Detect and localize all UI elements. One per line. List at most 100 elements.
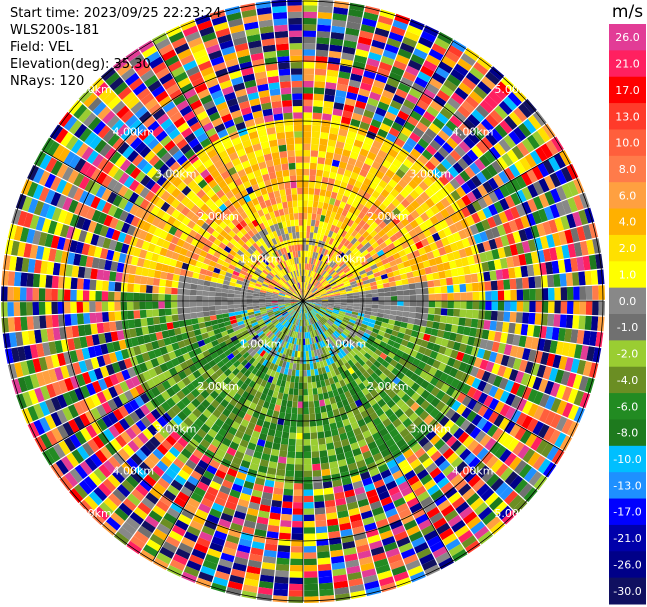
- velocity-gate: [303, 483, 313, 490]
- velocity-gate: [287, 444, 296, 452]
- velocity-gate: [347, 219, 355, 227]
- velocity-gate: [299, 363, 303, 371]
- velocity-gate: [385, 547, 400, 558]
- velocity-gate: [335, 89, 347, 98]
- velocity-gate: [477, 404, 489, 417]
- velocity-gate: [592, 301, 599, 316]
- velocity-gate: [426, 341, 435, 351]
- velocity-gate: [374, 245, 382, 253]
- velocity-gate: [350, 421, 360, 431]
- velocity-gate: [420, 165, 432, 176]
- velocity-gate: [127, 283, 134, 293]
- velocity-gate: [332, 205, 339, 213]
- velocity-gate: [482, 407, 494, 421]
- velocity-gate: [294, 470, 303, 478]
- velocity-gate: [321, 366, 327, 374]
- velocity-gate: [313, 226, 319, 234]
- velocity-gate: [403, 246, 413, 255]
- velocity-gate: [547, 274, 555, 288]
- velocity-gate: [567, 197, 578, 213]
- velocity-gate: [390, 247, 399, 255]
- velocity-gate: [475, 221, 485, 233]
- velocity-gate: [287, 394, 294, 402]
- velocity-gate: [411, 536, 426, 548]
- velocity-gate: [428, 307, 435, 315]
- velocity-gate: [346, 21, 361, 30]
- velocity-gate: [291, 533, 303, 541]
- velocity-gate: [533, 405, 545, 421]
- velocity-gate: [360, 471, 371, 481]
- velocity-gate: [308, 302, 315, 306]
- velocity-gate: [520, 372, 531, 386]
- velocity-gate: [417, 247, 427, 256]
- velocity-gate: [412, 174, 423, 185]
- velocity-gate: [403, 306, 410, 312]
- velocity-gate: [409, 301, 417, 307]
- velocity-gate: [400, 126, 412, 138]
- velocity-gate: [385, 438, 396, 448]
- velocity-gate: [365, 297, 373, 301]
- velocity-gate: [474, 430, 487, 443]
- velocity-gate: [480, 118, 495, 132]
- velocity-gate: [453, 308, 461, 317]
- velocity-gate: [358, 382, 366, 391]
- velocity-gate: [303, 43, 316, 50]
- velocity-gate: [542, 221, 552, 235]
- velocity-gate: [109, 321, 117, 332]
- velocity-gate: [359, 30, 374, 40]
- velocity-gate: [303, 206, 308, 214]
- velocity-gate: [428, 335, 437, 344]
- velocity-gate: [353, 427, 362, 436]
- velocity-gate: [304, 590, 319, 597]
- velocity-gate: [303, 363, 307, 371]
- velocity-gate: [380, 273, 388, 280]
- velocity-gate: [296, 432, 303, 440]
- velocity-gate: [396, 380, 406, 390]
- velocity-gate: [365, 103, 377, 113]
- velocity-gate: [460, 52, 476, 67]
- velocity-gate: [313, 394, 319, 402]
- velocity-gate: [310, 143, 319, 151]
- velocity-gate: [428, 122, 441, 135]
- velocity-gate: [339, 289, 347, 294]
- velocity-gate: [303, 546, 317, 553]
- velocity-gate: [407, 59, 423, 71]
- velocity-gate: [312, 265, 317, 272]
- velocity-gate: [469, 327, 477, 337]
- velocity-gate: [171, 308, 178, 315]
- velocity-gate: [555, 341, 564, 355]
- velocity-gate: [308, 277, 312, 284]
- velocity-gate: [582, 255, 591, 271]
- velocity-gate: [509, 456, 522, 471]
- velocity-gate: [285, 406, 292, 414]
- velocity-gate: [387, 513, 401, 524]
- velocity-gate: [145, 309, 153, 318]
- velocity-gate: [95, 301, 102, 312]
- velocity-gate: [442, 447, 455, 460]
- velocity-gate: [309, 324, 313, 332]
- velocity-gate: [324, 158, 333, 166]
- velocity-gate: [127, 310, 135, 320]
- velocity-gate: [355, 48, 369, 58]
- velocity-gate: [139, 309, 147, 319]
- velocity-gate: [503, 311, 511, 322]
- velocity-gate: [127, 319, 136, 329]
- velocity-gate: [327, 303, 335, 306]
- velocity-gate: [312, 469, 322, 477]
- velocity-gate: [309, 251, 314, 258]
- velocity-gate: [314, 315, 319, 322]
- velocity-gate: [145, 285, 153, 294]
- velocity-gate: [424, 373, 434, 383]
- velocity-gate: [355, 369, 363, 378]
- velocity-gate: [370, 118, 382, 129]
- velocity-gate: [303, 489, 314, 497]
- velocity-gate: [536, 364, 547, 378]
- velocity-gate: [380, 189, 390, 198]
- velocity-gate: [344, 282, 351, 288]
- velocity-gate: [328, 50, 342, 59]
- velocity-gate: [514, 266, 522, 278]
- velocity-gate: [284, 476, 294, 484]
- velocity-gate: [345, 211, 353, 220]
- velocity-gate: [318, 287, 325, 292]
- velocity-gate: [318, 276, 324, 283]
